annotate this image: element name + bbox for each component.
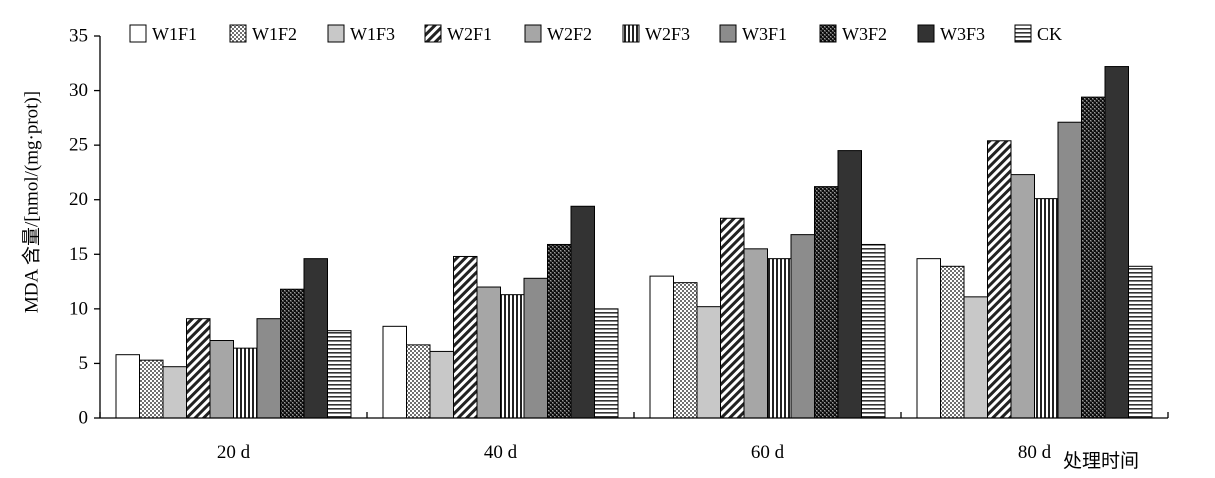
- bar-w3f3-20d: [303, 258, 328, 419]
- bar-w2f1-40d: [453, 255, 478, 419]
- y-axis-ticks: 0 5 10 15 20 25 30 35: [69, 26, 100, 429]
- legend-label-w3f1: W3F1: [742, 24, 787, 44]
- bar-w3f2-80d: [1081, 96, 1106, 419]
- bar-w2f1-60d: [720, 217, 745, 419]
- bar-w3f3-60d: [837, 150, 862, 419]
- x-category-label: 80 d: [1018, 442, 1052, 463]
- x-category-label: 20 d: [217, 442, 251, 463]
- bar-w2f1-20d: [186, 318, 211, 419]
- legend-label-w2f2: W2F2: [547, 24, 592, 44]
- bar-w3f1-60d: [790, 234, 815, 419]
- y-tick-label: 20: [69, 189, 88, 210]
- legend-swatch-w3f1: [719, 24, 737, 43]
- bar-ck-80d: [1128, 265, 1153, 419]
- legend-label-w2f1: W2F1: [447, 24, 492, 44]
- legend-label-ck: CK: [1037, 24, 1062, 44]
- bar-w1f3-20d: [162, 366, 187, 419]
- legend-label-w1f2: W1F2: [252, 24, 297, 44]
- bar-w3f3-80d: [1104, 66, 1129, 419]
- bar-w1f1-40d: [382, 325, 407, 419]
- x-category-label: 60 d: [751, 442, 785, 463]
- y-tick-label: 25: [69, 135, 88, 156]
- bar-w1f3-60d: [696, 306, 721, 419]
- bar-w2f2-80d: [1010, 174, 1035, 419]
- legend-swatch-w1f3: [327, 24, 345, 43]
- bar-ck-40d: [594, 308, 619, 419]
- legend-swatch-w3f2: [819, 24, 837, 43]
- legend-label-w1f1: W1F1: [152, 24, 197, 44]
- y-tick-label: 30: [69, 80, 88, 101]
- bars: [115, 66, 1153, 419]
- bar-w1f2-60d: [673, 282, 698, 419]
- bar-w2f2-40d: [476, 286, 501, 419]
- bar-w1f3-40d: [429, 350, 454, 419]
- y-tick-label: 10: [69, 298, 88, 319]
- legend-label-w2f3: W2F3: [645, 24, 690, 44]
- bar-w3f3-40d: [570, 205, 595, 419]
- legend-swatch-ck: [1014, 24, 1032, 43]
- legend-swatch-w3f3: [917, 24, 935, 43]
- bar-w2f3-60d: [767, 258, 792, 419]
- bar-ck-20d: [327, 330, 352, 419]
- bar-w2f2-20d: [209, 340, 234, 419]
- x-axis-title: 处理时间: [1063, 450, 1139, 472]
- bar-ck-60d: [861, 243, 886, 419]
- bar-w1f1-80d: [916, 258, 941, 419]
- bar-w3f1-40d: [523, 277, 548, 419]
- bar-w2f1-80d: [987, 140, 1012, 419]
- bar-w1f2-80d: [940, 265, 965, 419]
- bar-w3f1-20d: [256, 318, 281, 419]
- legend-swatch-w2f1: [424, 24, 442, 43]
- legend-label-w1f3: W1F3: [350, 24, 395, 44]
- bar-w3f2-60d: [814, 186, 839, 419]
- legend-label-w3f2: W3F2: [842, 24, 887, 44]
- bar-w1f2-20d: [139, 359, 164, 419]
- bar-w2f2-60d: [743, 248, 768, 419]
- legend-swatch-w1f2: [229, 24, 247, 43]
- x-category-label: 40 d: [484, 442, 518, 463]
- y-tick-label: 0: [79, 408, 89, 429]
- y-tick-label: 35: [69, 26, 88, 47]
- bar-w2f3-40d: [500, 294, 525, 419]
- bar-w1f3-80d: [963, 296, 988, 419]
- y-tick-label: 5: [79, 353, 89, 374]
- y-tick-label: 15: [69, 244, 88, 265]
- legend: W1F1 W1F2 W1F3 W2F1 W2F2 W2F3 W3F1 W3F2 W3F3 CK: [129, 24, 1062, 44]
- bar-w3f2-40d: [547, 243, 572, 419]
- bar-w2f3-80d: [1034, 198, 1059, 419]
- bar-w1f1-60d: [649, 275, 674, 419]
- legend-swatch-w1f1: [129, 24, 147, 43]
- legend-swatch-w2f3: [622, 24, 640, 43]
- legend-swatch-w2f2: [524, 24, 542, 43]
- bar-w1f1-20d: [115, 354, 140, 419]
- legend-label-w3f3: W3F3: [940, 24, 985, 44]
- y-axis-title: MDA 含量/[nmol/(mg·prot)]: [20, 91, 42, 313]
- x-axis-categories: 20 d 40 d 60 d 80 d: [99, 412, 1169, 463]
- bar-w3f1-80d: [1057, 121, 1082, 419]
- bar-w1f2-40d: [406, 344, 431, 419]
- bar-w2f3-20d: [233, 347, 258, 419]
- bar-w3f2-20d: [280, 288, 305, 419]
